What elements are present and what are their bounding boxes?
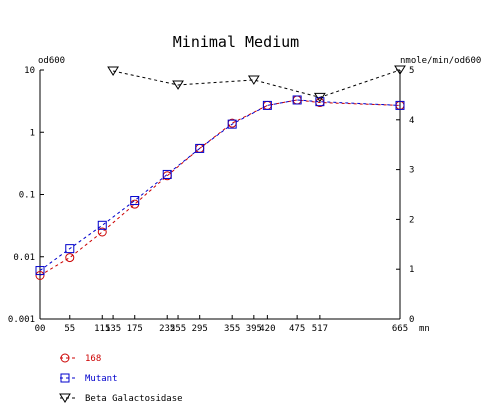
data-point-168 [35,270,45,280]
data-point-mutant [195,143,205,153]
data-point-mutant [262,100,272,110]
y-right-tick-label: 3 [409,166,414,176]
x-tick-label: 235 [159,324,175,334]
legend-marker-168 [60,353,70,363]
tick-marks [39,69,401,320]
y-left-tick-label: 0.1 [19,191,35,201]
x-tick-label: 295 [192,324,208,334]
x-axis-label: mn [419,324,430,334]
data-point-beta-galactosidase [394,65,406,75]
data-point-beta-galactosidase [107,66,119,76]
data-point-168 [97,227,107,237]
y-right-tick-label: 2 [409,215,414,225]
data-point-mutant [35,266,45,276]
data-point-beta-galactosidase [313,92,326,103]
x-tick-label: 135 [105,324,121,334]
chart-title: Minimal Medium [173,33,299,51]
legend: 168 Mutant Beta Galactosidase [59,353,183,404]
y-right-tick-label: 0 [409,315,414,325]
data-point-beta-galactosidase [172,80,184,90]
y-right-tick-label: 4 [409,116,414,126]
x-tick-label: 175 [127,324,143,334]
data-point-mutant [97,220,107,230]
data-point-mutant [130,196,140,206]
x-tick-label: 115 [94,324,110,334]
x-tick-label: 517 [312,324,328,334]
legend-label-168: 168 [85,354,101,364]
data-point-mutant [315,97,325,107]
data-point-mutant [162,169,172,179]
data-point-beta-galactosidase [247,75,260,85]
y-left-axis-label: od600 [38,56,65,66]
series-lines [39,69,401,276]
legend-marker-beta-galactosidase [59,393,71,403]
legend-marker-mutant [60,373,70,383]
data-point-168 [65,253,75,263]
x-tick-label: 665 [392,324,408,334]
data-point-mutant [395,100,405,110]
y-right-tick-label: 1 [409,265,414,275]
y-left-tick-label: 1 [30,128,35,138]
series-line-168 [39,99,401,276]
data-point-168 [262,100,272,110]
data-point-mutant [227,119,237,129]
y-right-axis-label: nmole/min/od600 [400,56,481,66]
x-tick-label: 395 [246,324,262,334]
series-markers [35,65,406,280]
data-point-mutant [292,95,302,105]
axes [39,70,401,320]
x-tick-label: 55 [64,324,75,334]
x-tick-label: 475 [289,324,305,334]
legend-label-mutant: Mutant [85,374,118,384]
y-left-tick-label: 0.001 [8,315,35,325]
series-line-beta-galactosidase [112,69,401,98]
x-tick-label: 255 [170,324,186,334]
x-tick-label: 420 [259,324,275,334]
x-tick-label: 355 [224,324,240,334]
series-line-mutant [39,99,401,271]
x-tick-label: 00 [35,324,46,334]
data-point-mutant [65,244,75,254]
y-left-tick-label: 0.01 [13,253,35,263]
y-right-tick-label: 5 [409,66,414,76]
legend-label-beta-galactosidase: Beta Galactosidase [85,394,183,404]
y-left-tick-label: 10 [24,66,35,76]
